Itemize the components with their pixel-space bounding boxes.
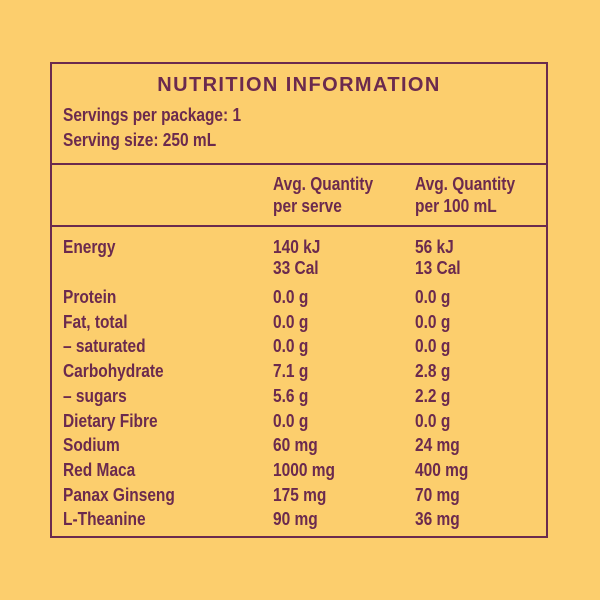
column-header-line: Avg. Quantity <box>273 174 374 194</box>
table-row-energy: Energy 140 kJ 56 kJ <box>52 237 546 258</box>
per-100ml-value: 0.0 g <box>415 287 451 307</box>
panel-title: NUTRITION INFORMATION <box>157 74 441 96</box>
per-serve-value: 140 kJ <box>273 237 321 257</box>
serving-info: Servings per package: 1 Serving size: 25… <box>52 103 546 153</box>
per-100ml-value: 13 Cal <box>415 257 461 278</box>
per-serve-value: 0.0 g <box>273 311 309 332</box>
per-100ml-value: 400 mg <box>415 459 469 480</box>
per-100ml-value: 0.0 g <box>415 410 451 431</box>
column-header-line: per serve <box>273 196 342 216</box>
per-100ml-value: 36 mg <box>415 509 460 530</box>
per-100ml-value: 2.8 g <box>415 361 451 382</box>
table-row-protein: Protein 0.0 g 0.0 g <box>52 285 546 310</box>
header-spacer <box>63 173 273 217</box>
nutrition-panel: NUTRITION INFORMATION Servings per packa… <box>50 62 548 538</box>
nutrient-label: – saturated <box>63 336 146 357</box>
per-100ml-value: 56 kJ <box>415 237 454 257</box>
column-header-line: per 100 mL <box>415 196 497 216</box>
per-serve-value: 5.6 g <box>273 385 309 406</box>
per-serve-value: 90 mg <box>273 509 318 530</box>
nutrient-label: – sugars <box>63 385 127 406</box>
table-row-fat-total: Fat, total 0.0 g 0.0 g <box>52 310 546 335</box>
table-row-sodium: Sodium 60 mg 24 mg <box>52 433 546 458</box>
column-header-per-100ml: Avg. Quantity per 100 mL <box>415 173 535 217</box>
per-serve-value: 0.0 g <box>273 287 309 307</box>
per-100ml-value: 70 mg <box>415 484 460 505</box>
per-serve-value: 0.0 g <box>273 410 309 431</box>
serving-size: Serving size: 250 mL <box>63 130 217 150</box>
per-serve-value: 175 mg <box>273 484 327 505</box>
divider-below-header <box>52 225 546 227</box>
per-serve-value: 60 mg <box>273 435 318 456</box>
servings-per-package: Servings per package: 1 <box>63 105 242 125</box>
per-100ml-value: 24 mg <box>415 435 460 456</box>
table-row-l-theanine: L-Theanine 90 mg 36 mg <box>52 507 546 532</box>
table-row-dietary-fibre: Dietary Fibre 0.0 g 0.0 g <box>52 409 546 434</box>
table-row-red-maca: Red Maca 1000 mg 400 mg <box>52 458 546 483</box>
nutrient-label <box>63 258 244 279</box>
per-100ml-value: 0.0 g <box>415 336 451 357</box>
per-100ml-value: 2.2 g <box>415 385 451 406</box>
table-row-panax-ginseng: Panax Ginseng 175 mg 70 mg <box>52 483 546 508</box>
per-serve-value: 33 Cal <box>273 257 319 278</box>
table-row-sugars: – sugars 5.6 g 2.2 g <box>52 384 546 409</box>
nutrient-label: Carbohydrate <box>63 361 164 382</box>
nutrient-label: Fat, total <box>63 311 128 332</box>
nutrient-label: Panax Ginseng <box>63 484 175 505</box>
nutrient-label: L-Theanine <box>63 509 146 530</box>
per-100ml-value: 0.0 g <box>415 311 451 332</box>
nutrient-label: Dietary Fibre <box>63 410 158 431</box>
nutrient-label: Red Maca <box>63 459 136 480</box>
nutrient-label: Sodium <box>63 435 120 456</box>
per-serve-value: 0.0 g <box>273 336 309 357</box>
table-header-row: Avg. Quantity per serve Avg. Quantity pe… <box>52 165 546 225</box>
table-row-carbohydrate: Carbohydrate 7.1 g 2.8 g <box>52 359 546 384</box>
per-serve-value: 1000 mg <box>273 459 335 480</box>
column-header-line: Avg. Quantity <box>415 174 516 194</box>
nutrient-label: Protein <box>63 287 117 307</box>
table-row-saturated: – saturated 0.0 g 0.0 g <box>52 334 546 359</box>
per-serve-value: 7.1 g <box>273 361 309 382</box>
table-body: Energy 140 kJ 56 kJ 33 Cal 13 Cal Protei… <box>52 227 546 532</box>
column-header-per-serve: Avg. Quantity per serve <box>273 173 415 217</box>
nutrient-label: Energy <box>63 237 116 257</box>
table-row-energy-cal: 33 Cal 13 Cal <box>52 258 546 279</box>
divider-above-header <box>52 163 546 165</box>
